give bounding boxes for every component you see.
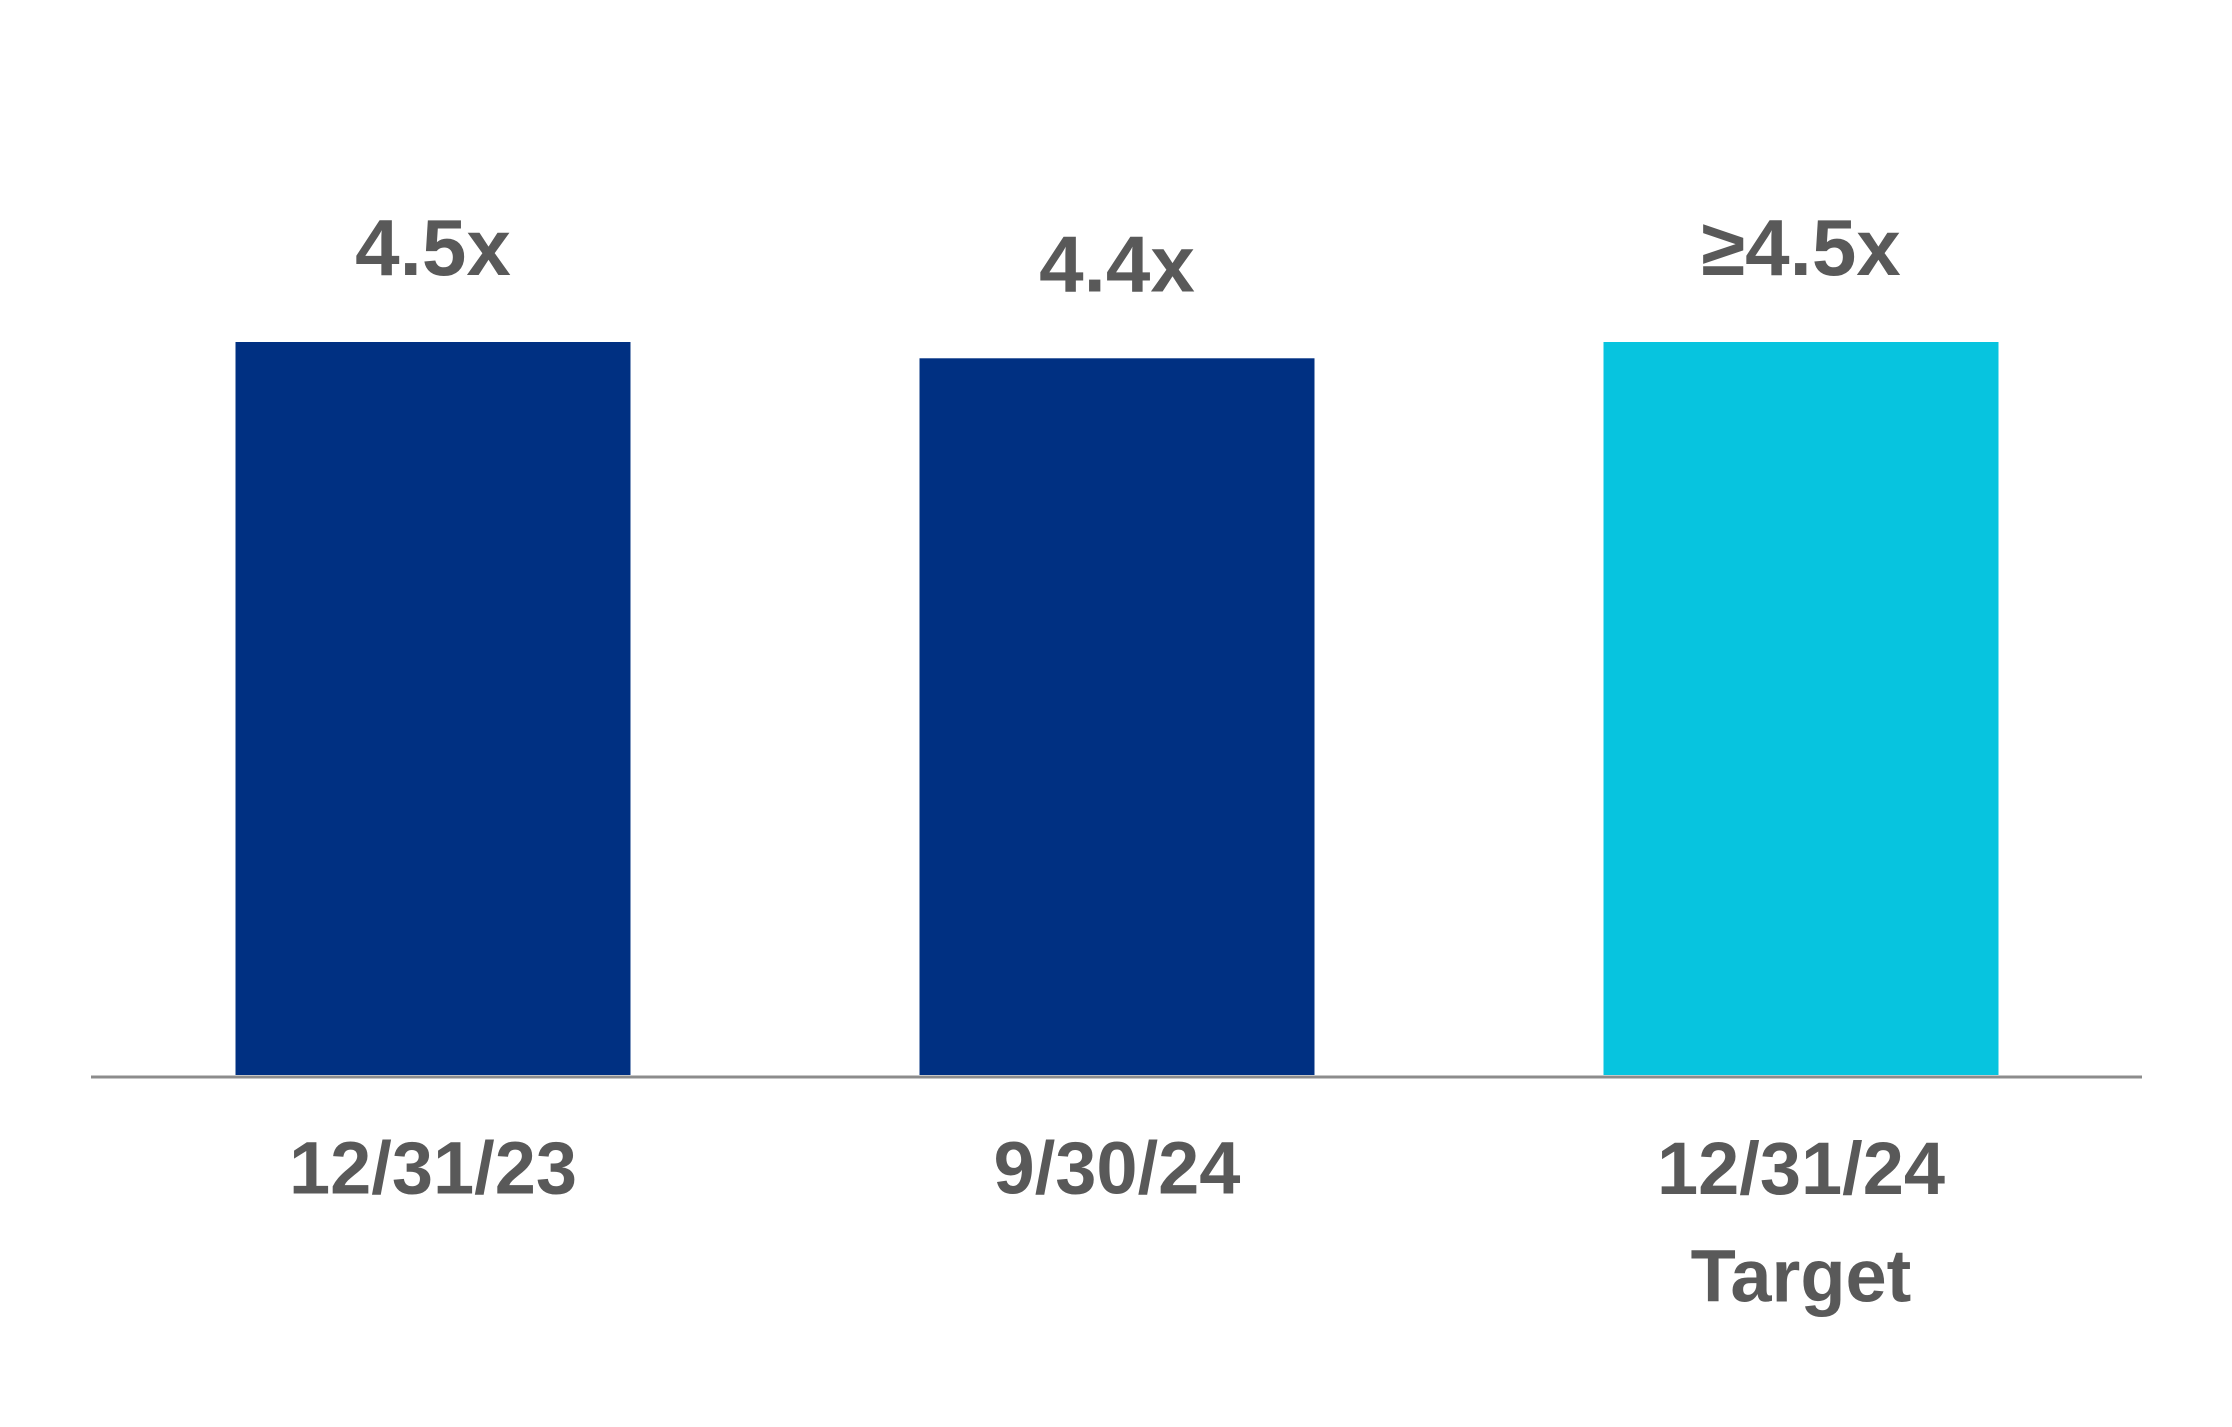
x-tick-label: 12/31/24 Target	[1657, 1127, 1945, 1317]
bar	[919, 358, 1315, 1075]
value-label: ≥4.5x	[1701, 203, 1901, 292]
x-tick-label: 12/31/23	[289, 1127, 577, 1210]
value-label: 4.5x	[355, 203, 511, 292]
value-label: 4.4x	[1039, 219, 1195, 308]
bar	[1603, 342, 1999, 1075]
bar	[235, 342, 631, 1075]
x-tick-label: 9/30/24	[994, 1127, 1241, 1210]
